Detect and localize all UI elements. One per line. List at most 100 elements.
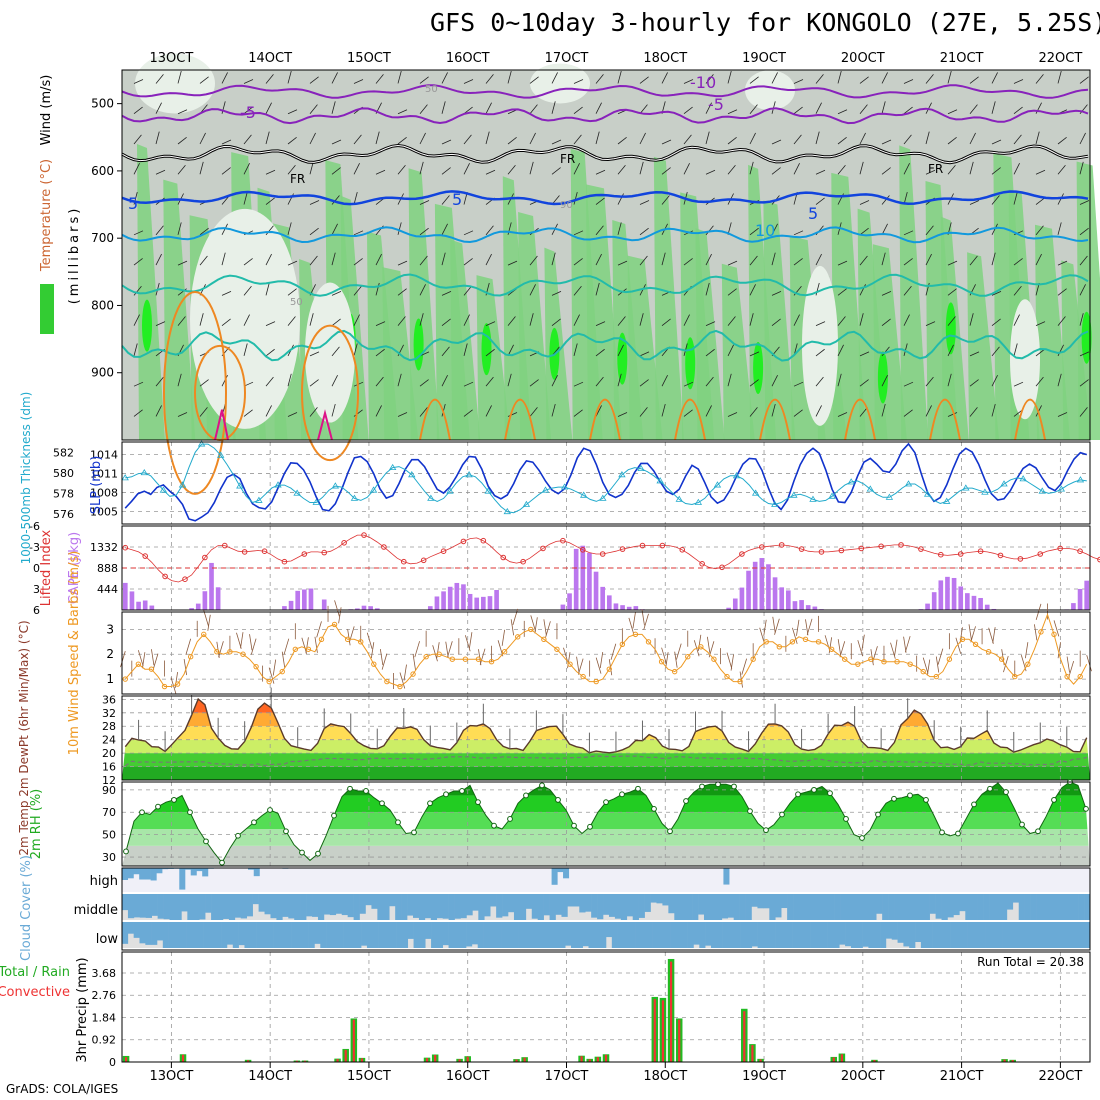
temp-line (124, 697, 1088, 754)
wind10m-barb (595, 657, 602, 674)
wind-barb (529, 76, 539, 84)
y-axis-label: (millibars) (67, 206, 82, 305)
cloud-middle-bar (222, 894, 230, 919)
thickness-marker (236, 482, 244, 489)
cape-bar (633, 606, 639, 610)
wind10m-marker (318, 636, 325, 643)
rh-marker (251, 819, 257, 826)
wind10m-barb (370, 642, 375, 659)
cloud-low-bar (448, 922, 455, 948)
rh-marker (155, 803, 161, 810)
li-marker (381, 544, 387, 550)
precip-convective-bar (181, 1054, 185, 1062)
wind-barb (441, 101, 446, 114)
rh-dry-area (802, 265, 838, 426)
wind-barb (969, 132, 976, 145)
cloud-low-bar (815, 922, 823, 948)
rh-marker (1035, 828, 1041, 835)
rh-color-band (122, 782, 1090, 796)
wind-barb (859, 407, 868, 417)
cloud-low-bar (407, 922, 414, 939)
wind10m-marker (776, 644, 783, 650)
cloud-middle-bar (317, 894, 325, 920)
wind-barb (1057, 222, 1062, 235)
cloud-middle-bar (899, 894, 907, 920)
wind10m-marker (227, 649, 233, 655)
wind-barb (727, 137, 737, 145)
cloud-low-bar (436, 922, 444, 948)
cloud-middle-bar (739, 894, 746, 920)
wind-barb (947, 70, 952, 84)
temp-tick-label: 28 (102, 720, 116, 733)
cloud-low-bar (909, 922, 916, 948)
wind-barb (441, 318, 451, 326)
rh-marker (139, 809, 145, 816)
contour-label-5: 5 (452, 190, 462, 209)
cloud-middle-bar (122, 894, 129, 911)
temp-contour-25 (844, 398, 876, 441)
wind-barb (573, 163, 580, 175)
rh-moist-streak (721, 263, 755, 440)
cloud-middle-bar (240, 894, 248, 919)
wind-barb (177, 222, 182, 235)
cape-bar (215, 587, 221, 610)
cloud-middle-bar (917, 894, 925, 920)
cloud-low-bar (215, 922, 222, 948)
rh-moist-streak (476, 275, 511, 440)
cloud-middle-bar (1054, 894, 1061, 920)
wind-barb (287, 316, 296, 326)
wind10m-barb (185, 638, 192, 655)
wind-barb (595, 197, 605, 205)
cloud-middle-bar (870, 894, 877, 920)
wind-barb (199, 76, 209, 84)
wind-barb (815, 102, 822, 114)
wind10m-barb (1068, 660, 1075, 678)
wind-barb (903, 409, 913, 417)
rh-panel-frame (121, 781, 1091, 867)
cloud-middle-bar (923, 894, 930, 920)
cloud-low-bar (868, 922, 875, 948)
cloud-low-bar (1055, 922, 1062, 948)
wind-barb (749, 104, 758, 114)
cloud-middle-bar (983, 894, 990, 920)
cloud-middle-bar (448, 894, 455, 920)
cloud-low-bar (162, 922, 169, 948)
wind10m-barb (469, 632, 473, 649)
li-marker (579, 547, 586, 553)
wind-barb (265, 102, 272, 114)
wind-barb (419, 379, 429, 387)
wind-barb (903, 314, 910, 326)
wind-barb (705, 253, 712, 266)
cloud-low-bar (372, 922, 379, 948)
rh-moist-streak (518, 211, 552, 440)
wind-barb (331, 72, 338, 84)
wind-barb (793, 106, 803, 115)
cloud-middle-bar (632, 894, 639, 920)
cape-bar (282, 606, 287, 610)
cloud-middle-bar (775, 894, 782, 918)
cape-bar (766, 564, 771, 610)
cloud-low-bar (646, 922, 653, 948)
wind-barb (331, 290, 342, 296)
wind-barb (705, 282, 710, 296)
wind10m-barb (479, 648, 486, 665)
wind10m-barb (314, 636, 318, 653)
wind-barb (353, 409, 363, 417)
li-marker (759, 544, 765, 550)
wind10m-marker (606, 666, 612, 672)
cloud-low-bar (547, 922, 554, 948)
wind-barb (815, 169, 826, 175)
cloud-low-bar (244, 922, 251, 948)
cloud-middle-bar (698, 894, 705, 915)
wind-barb (485, 74, 494, 84)
cloud-middle-bar (1012, 894, 1020, 903)
wind-barb (177, 109, 188, 115)
wind-barb (815, 253, 822, 266)
wind-barb (485, 348, 495, 357)
li-marker (639, 542, 646, 549)
rh-moist-streak (967, 252, 1000, 440)
cloud-high-bar (162, 868, 169, 870)
wind10m-marker (1064, 673, 1070, 680)
wind-barb (771, 403, 776, 417)
